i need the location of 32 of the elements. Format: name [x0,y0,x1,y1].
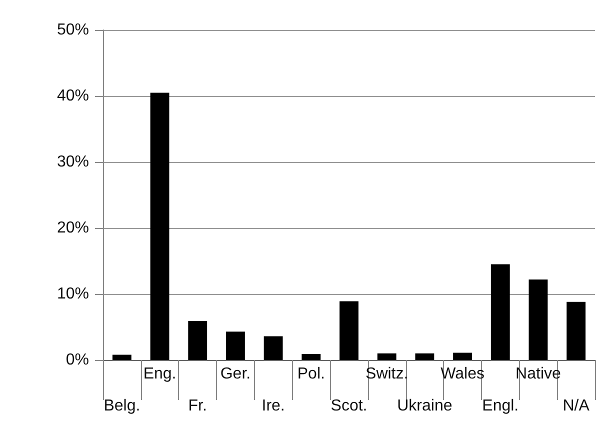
y-tick-label: 50% [56,22,89,38]
x-tick-label: Belg. [104,398,140,414]
x-tick-label: N/A [562,398,590,414]
bar [415,353,434,360]
y-tick-label: 20% [56,220,89,236]
x-tick-label: Ukraine [397,398,452,414]
x-tick-label: Engl. [482,398,519,414]
x-tick-label: Eng. [143,366,176,382]
bar [188,321,208,360]
y-tick-label: 40% [56,88,89,104]
x-tick-label: Pol. [297,366,325,382]
y-tick-label: 10% [56,286,89,302]
bar [112,354,132,360]
x-tick-label: Native [516,366,562,382]
x-tick-label: Scot. [330,398,368,414]
x-tick-label: Fr. [188,398,207,414]
y-tick-label: 30% [56,154,89,170]
x-tick-label: Ger. [220,366,251,382]
bar [377,353,396,360]
y-tick-label: 0% [66,352,89,368]
x-tick-label: Switz. [366,366,408,382]
bar [264,336,283,360]
bar [226,332,245,360]
x-tick-label: Ire. [262,398,285,414]
bar [453,352,472,360]
bar [150,92,170,360]
bar [302,354,321,360]
bar [566,302,586,360]
bar [528,279,548,360]
x-tick-label: Wales [440,366,484,382]
bar [490,264,510,360]
bar [340,301,358,360]
